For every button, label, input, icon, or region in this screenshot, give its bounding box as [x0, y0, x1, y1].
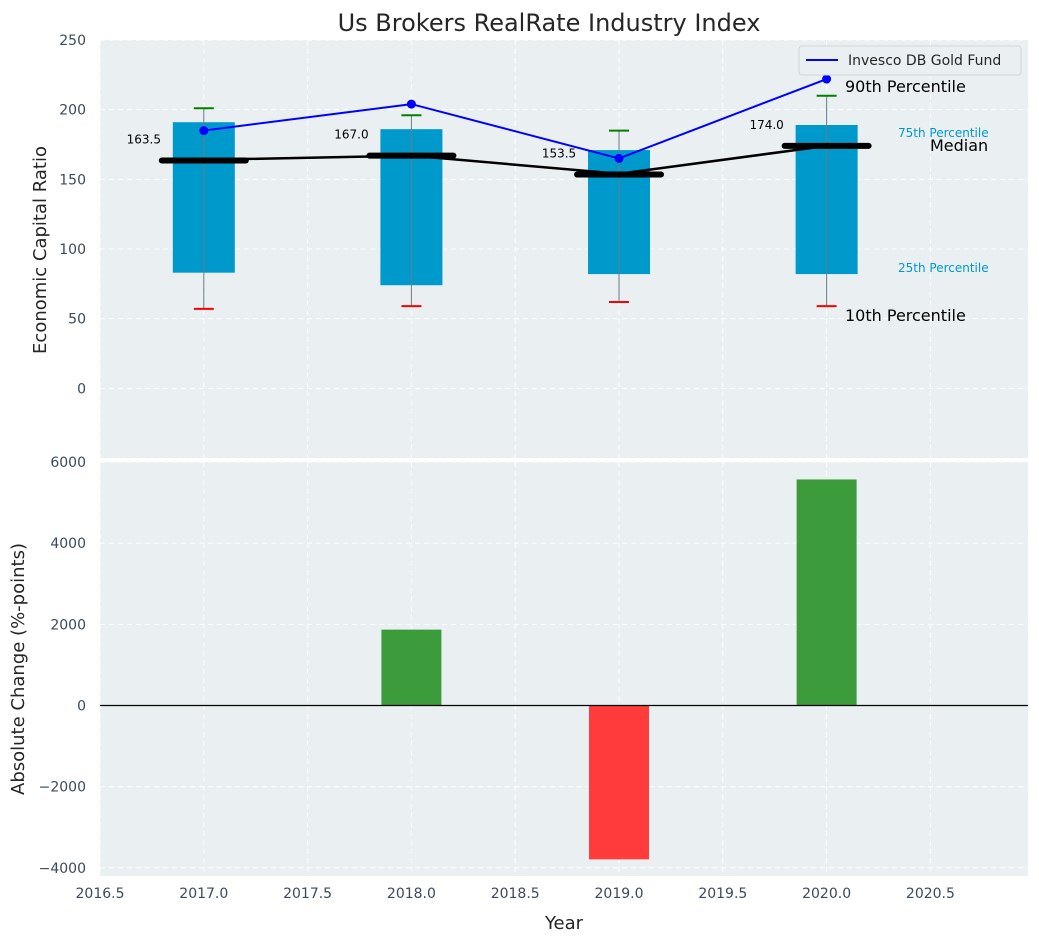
- gold-fund-point: [199, 126, 209, 136]
- annotation-25th-percentile: 25th Percentile: [898, 261, 989, 275]
- median-trend-line: [203, 144, 827, 176]
- legend-box: [798, 45, 1022, 76]
- bottom-y-tick-label: 0: [77, 699, 86, 715]
- top-y-tick-label: 0: [77, 381, 86, 397]
- gold-fund-line: [203, 78, 827, 160]
- top-y-tick-label: 50: [68, 312, 86, 328]
- bottom-y-tick-label: −4000: [39, 861, 86, 877]
- median-value-label: 167.0: [334, 128, 368, 142]
- x-tick-label: 2017.5: [283, 886, 332, 902]
- top-y-axis-label: Economic Capital Ratio: [30, 146, 51, 354]
- x-tick-label: 2018.5: [491, 886, 540, 902]
- x-tick-label: 2016.5: [76, 886, 125, 902]
- legend[interactable]: Invesco DB Gold Fund: [798, 45, 1022, 76]
- bottom-y-tick-labels: −4000 −2000 0 2000 4000 6000: [39, 455, 86, 877]
- chart-title: Us Brokers RealRate Industry Index: [338, 9, 761, 37]
- top-y-tick-label: 100: [59, 242, 86, 258]
- gold-fund-point: [614, 153, 624, 163]
- x-tick-label: 2020.0: [802, 886, 851, 902]
- x-tick-label: 2019.0: [595, 886, 644, 902]
- annotation-90th-percentile: 90th Percentile: [845, 77, 966, 96]
- annotation-75th-percentile: 75th Percentile: [898, 126, 989, 140]
- bottom-y-tick-label: 2000: [50, 617, 86, 633]
- median-value-label: 174.0: [749, 118, 783, 132]
- x-tick-labels: 2016.5 2017.0 2017.5 2018.0 2018.5 2019.0 2019…: [76, 886, 955, 902]
- bottom-axes-background: [100, 462, 1028, 876]
- top-y-tick-label: 250: [59, 33, 86, 49]
- x-tick-label: 2020.5: [906, 886, 955, 902]
- legend-label-gold: Invesco DB Gold Fund: [848, 53, 1001, 69]
- x-tick-label: 2018.0: [387, 886, 436, 902]
- bottom-plot: [100, 479, 1028, 860]
- gold-fund-point: [822, 74, 832, 84]
- change-bar: [796, 479, 857, 706]
- x-tick-label: 2017.0: [179, 886, 228, 902]
- annotation-median: Median: [930, 136, 988, 155]
- bottom-y-axis-label: Absolute Change (%-points): [8, 543, 29, 795]
- top-y-tick-label: 200: [59, 103, 86, 119]
- median-value-label: 153.5: [542, 146, 576, 160]
- gold-fund-point: [406, 99, 416, 109]
- bottom-y-tick-label: 4000: [50, 536, 86, 552]
- change-bar: [589, 705, 650, 860]
- bottom-y-tick-label: −2000: [39, 780, 86, 796]
- top-plot: 163.5 167.0 153.5 174.0: [127, 74, 872, 310]
- bottom-y-tick-label: 6000: [50, 455, 86, 471]
- top-y-tick-labels: 0 50 100 150 200 250: [59, 33, 86, 397]
- x-axis-label: Year: [544, 913, 584, 934]
- top-y-tick-label: 150: [59, 172, 86, 188]
- change-bar: [381, 629, 442, 706]
- x-tick-label: 2019.5: [698, 886, 747, 902]
- annotation-10th-percentile: 10th Percentile: [845, 306, 966, 325]
- median-value-label: 163.5: [127, 133, 161, 147]
